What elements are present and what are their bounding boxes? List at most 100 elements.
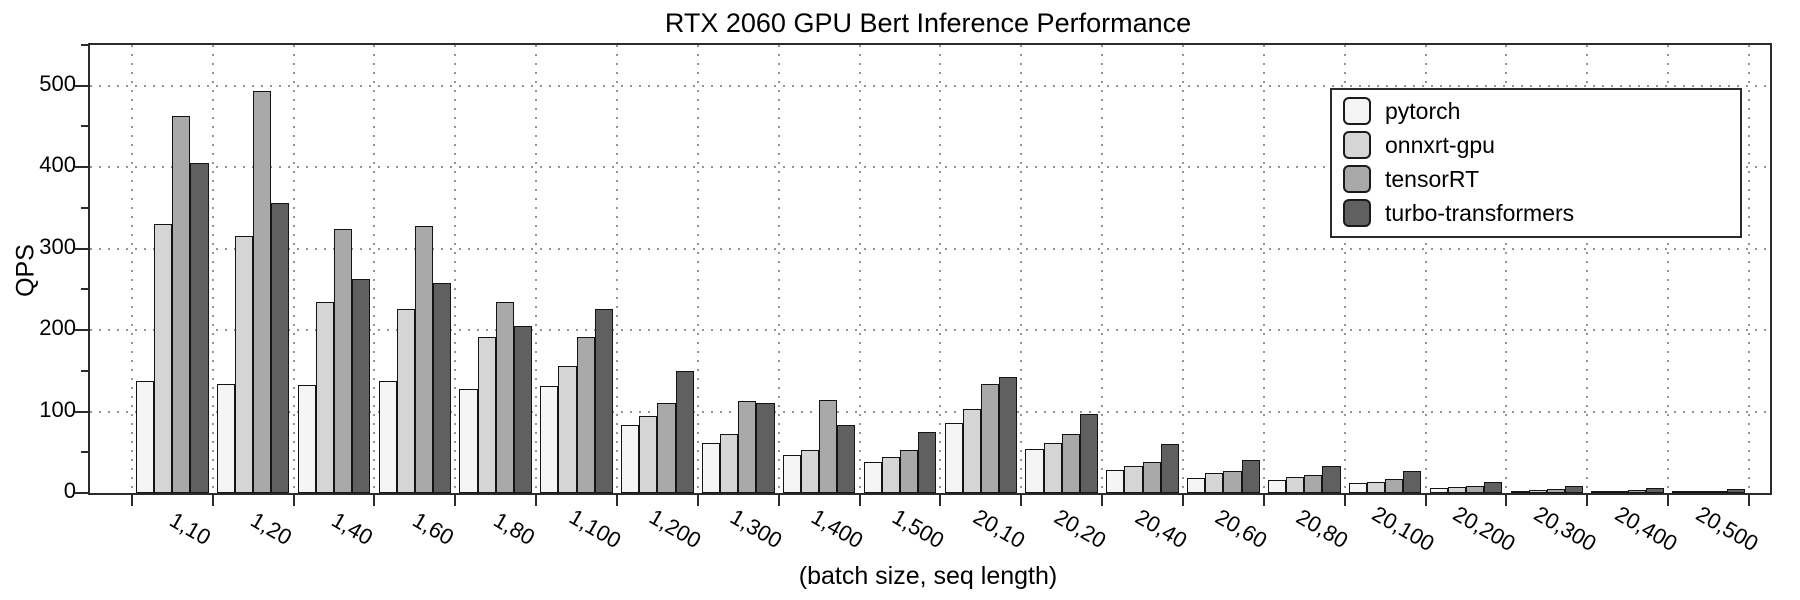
bar-onnxrt-gpu	[1367, 481, 1386, 493]
x-tick	[1667, 493, 1670, 506]
bar-onnxrt-gpu	[1447, 487, 1467, 493]
x-tick-label: 1,200	[645, 503, 706, 554]
x-axis-label: (batch size, seq length)	[798, 562, 1058, 590]
y-tick-label: 400	[39, 152, 76, 178]
bar-pytorch	[621, 424, 640, 493]
x-tick-label: 1,20	[246, 507, 297, 551]
x-gridline	[1182, 45, 1185, 493]
bar-pytorch	[1429, 488, 1448, 493]
bar-tensorRT	[900, 449, 919, 493]
bar-tensorRT	[1223, 471, 1242, 493]
x-gridline	[130, 45, 133, 493]
y-tick-major	[75, 166, 88, 169]
bar-turbo-transformers	[1645, 488, 1665, 493]
x-gridline	[1667, 45, 1670, 493]
x-gridline	[1505, 45, 1508, 493]
x-tick-label: 1,40	[327, 507, 378, 551]
y-tick-minor	[81, 451, 88, 454]
x-tick	[1020, 493, 1023, 506]
x-tick	[1182, 493, 1185, 506]
bar-pytorch	[1510, 490, 1529, 493]
legend-swatch-tensorRT	[1343, 165, 1371, 193]
x-tick-label: 1,80	[489, 507, 539, 551]
x-tick-label: 1,100	[564, 503, 625, 554]
bar-tensorRT	[1546, 488, 1566, 493]
x-tick-label: 20,20	[1049, 503, 1111, 554]
bar-onnxrt-gpu	[477, 336, 496, 493]
y-tick-minor	[81, 44, 88, 46]
x-tick	[1343, 493, 1346, 506]
bar-pytorch	[378, 381, 397, 493]
bar-turbo-transformers	[1241, 459, 1260, 493]
x-tick	[1586, 493, 1589, 506]
x-gridline	[616, 45, 619, 493]
bar-turbo-transformers	[513, 326, 533, 493]
x-tick	[1101, 493, 1104, 506]
x-tick-label: 20,200	[1448, 500, 1520, 557]
y-tick-minor	[81, 125, 88, 128]
bar-turbo-transformers	[433, 282, 452, 493]
bar-onnxrt-gpu	[1609, 490, 1628, 493]
bar-onnxrt-gpu	[1205, 472, 1224, 493]
bar-turbo-transformers	[756, 403, 775, 493]
x-tick-label: 20,500	[1691, 500, 1763, 557]
x-gridline	[1262, 45, 1265, 493]
x-tick-label: 20,100	[1368, 500, 1439, 557]
bar-onnxrt-gpu	[1690, 490, 1709, 493]
bar-pytorch	[540, 386, 559, 493]
bar-onnxrt-gpu	[962, 409, 981, 493]
x-tick	[1748, 493, 1751, 506]
bar-pytorch	[136, 381, 155, 493]
bar-tensorRT	[334, 229, 353, 493]
x-tick-label: 20,300	[1529, 500, 1601, 557]
bar-turbo-transformers	[1079, 414, 1099, 493]
legend-item: onnxrt-gpu	[1332, 128, 1740, 162]
y-tick-major	[75, 329, 88, 332]
bar-tensorRT	[980, 383, 1000, 493]
bar-tensorRT	[657, 402, 676, 493]
legend-label: turbo-transformers	[1385, 199, 1575, 226]
x-tick	[1262, 493, 1265, 506]
bar-onnxrt-gpu	[801, 449, 820, 493]
chart-title: RTX 2060 GPU Bert Inference Performance	[664, 8, 1192, 38]
legend-swatch-onnxrt-gpu	[1343, 131, 1371, 159]
x-tick	[130, 493, 133, 506]
x-gridline	[1020, 45, 1023, 493]
bar-onnxrt-gpu	[1286, 476, 1305, 493]
bar-onnxrt-gpu	[1043, 443, 1062, 493]
x-tick-label: 1,500	[888, 503, 949, 554]
bar-onnxrt-gpu	[639, 415, 658, 493]
bar-pytorch	[1348, 483, 1368, 493]
bar-tensorRT	[1304, 475, 1323, 493]
x-gridline	[373, 45, 376, 493]
y-tick-label: 300	[39, 233, 76, 259]
bar-tensorRT	[1627, 489, 1646, 493]
bar-pytorch	[297, 384, 316, 493]
y-axis-label: QPS	[11, 244, 40, 297]
y-gridline	[90, 329, 1770, 332]
bar-onnxrt-gpu	[1528, 489, 1547, 493]
bar-turbo-transformers	[1160, 444, 1179, 493]
bar-turbo-transformers	[271, 203, 290, 493]
y-tick-label: 500	[39, 70, 76, 96]
x-gridline	[1586, 45, 1589, 493]
x-gridline	[696, 45, 699, 493]
y-gridline	[90, 166, 1770, 169]
x-tick	[1505, 493, 1508, 506]
bar-tensorRT	[495, 302, 514, 493]
bar-tensorRT	[1142, 462, 1161, 493]
bar-tensorRT	[1385, 479, 1404, 493]
x-tick	[939, 493, 942, 506]
bar-turbo-transformers	[1403, 471, 1422, 493]
bar-turbo-transformers	[594, 308, 613, 493]
x-gridline	[939, 45, 942, 493]
x-gridline	[858, 45, 861, 493]
x-gridline	[454, 45, 457, 493]
bar-tensorRT	[576, 336, 595, 493]
bar-turbo-transformers	[675, 370, 694, 493]
bar-tensorRT	[414, 225, 434, 493]
bar-turbo-transformers	[1565, 486, 1584, 493]
y-gridline	[90, 84, 1770, 87]
y-tick-major	[75, 410, 88, 413]
